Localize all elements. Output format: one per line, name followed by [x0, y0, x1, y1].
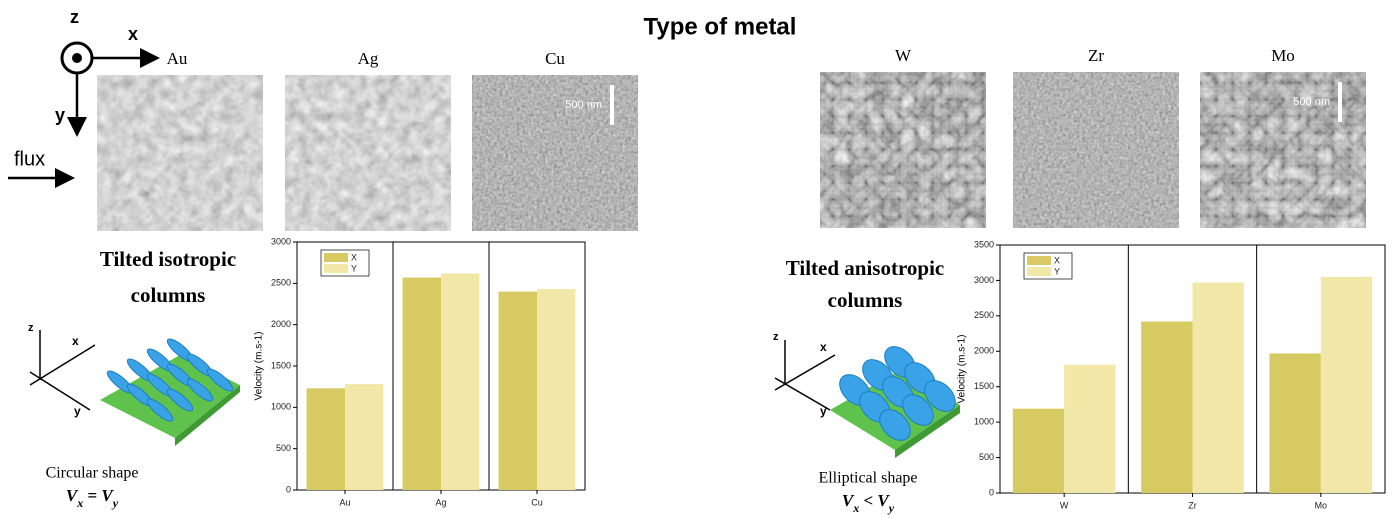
image-label: Cu — [545, 49, 565, 68]
y-axis-label: Velocity (m.s-1) — [957, 335, 968, 404]
y-tick-label: 2000 — [974, 346, 994, 356]
x-tick-label: Au — [339, 497, 350, 507]
operator: = — [83, 486, 101, 505]
subscript: x — [76, 496, 83, 510]
subscript: x — [852, 501, 859, 515]
bar — [403, 278, 441, 490]
heading: Tilted isotropic — [100, 247, 236, 271]
axis-label: x — [820, 340, 827, 354]
y-tick-label: 1000 — [271, 402, 291, 412]
sem-image — [285, 75, 451, 231]
legend-swatch — [1027, 256, 1051, 265]
axis-label: y — [55, 105, 65, 125]
y-axis-label: Velocity (m.s-1) — [254, 332, 265, 401]
relation: Vx = Vy — [66, 486, 119, 510]
sem-image — [1013, 72, 1179, 228]
y-tick-label: 3000 — [271, 236, 291, 246]
shape-label: Elliptical shape — [818, 470, 917, 487]
y-tick-label: 3500 — [974, 239, 994, 249]
bar — [537, 289, 575, 490]
y-tick-label: 2500 — [271, 278, 291, 288]
legend-swatch — [324, 253, 348, 262]
legend-label: X — [1054, 255, 1060, 265]
figure: Type of metal z x y flux Au Ag Cu 500 nm W Zr… — [0, 0, 1392, 518]
y-tick-label: 2500 — [974, 310, 994, 320]
axis-label: y — [820, 404, 827, 418]
shape-label: Circular shape — [46, 465, 139, 482]
bar — [307, 388, 345, 490]
bar — [1270, 353, 1321, 493]
axis-label: z — [70, 7, 79, 27]
relation: Vx < Vy — [842, 491, 895, 515]
legend-swatch — [324, 264, 348, 273]
sem-image — [820, 72, 986, 228]
y-tick-label: 1500 — [974, 381, 994, 391]
axis-label: z — [773, 331, 779, 343]
x-tick-label: Mo — [1315, 500, 1328, 510]
bar — [1064, 365, 1115, 493]
sem-image — [97, 75, 263, 231]
y-tick-label: 500 — [979, 452, 994, 462]
axis-label: y — [74, 404, 81, 418]
heading: columns — [828, 288, 903, 312]
x-tick-label: Zr — [1188, 500, 1197, 510]
figure-title: Type of metal — [644, 13, 797, 40]
legend-label: X — [351, 252, 357, 262]
subscript: y — [887, 501, 895, 515]
y-tick-label: 0 — [989, 487, 994, 497]
subscript: y — [111, 496, 119, 510]
heading: columns — [131, 283, 206, 307]
image-label: Au — [167, 49, 188, 68]
y-tick-label: 500 — [276, 443, 291, 453]
axis-label: z — [28, 322, 34, 334]
column-diagram — [775, 340, 961, 458]
image-label: Mo — [1271, 46, 1295, 65]
image-label: Ag — [358, 49, 379, 68]
legend-label: Y — [351, 263, 357, 273]
scale-bar-label: 500 nm — [565, 99, 602, 111]
heading: Tilted anisotropic — [786, 256, 945, 280]
image-label: W — [895, 46, 912, 65]
operator: < — [859, 491, 877, 510]
y-tick-label: 1000 — [974, 417, 994, 427]
flux-label: flux — [14, 148, 45, 170]
legend-swatch — [1027, 267, 1051, 276]
x-tick-label: Ag — [435, 497, 446, 507]
y-tick-label: 0 — [286, 484, 291, 494]
y-tick-label: 1500 — [271, 360, 291, 370]
legend-label: Y — [1054, 266, 1060, 276]
scale-bar-label: 500 nm — [1293, 96, 1330, 108]
axis-label: x — [72, 334, 79, 348]
column-diagram — [30, 330, 240, 446]
bar — [1321, 277, 1372, 493]
z-axis-dot — [72, 53, 82, 63]
bar — [1141, 322, 1192, 493]
bar — [499, 292, 537, 490]
bar — [1013, 409, 1064, 493]
bar — [345, 384, 383, 490]
y-tick-label: 3000 — [974, 275, 994, 285]
bar — [441, 273, 479, 490]
x-tick-label: Cu — [531, 497, 543, 507]
y-tick-label: 2000 — [271, 319, 291, 329]
x-tick-label: W — [1060, 500, 1069, 510]
bar — [1193, 283, 1244, 493]
image-label: Zr — [1088, 46, 1104, 65]
axis-label: x — [128, 24, 138, 44]
